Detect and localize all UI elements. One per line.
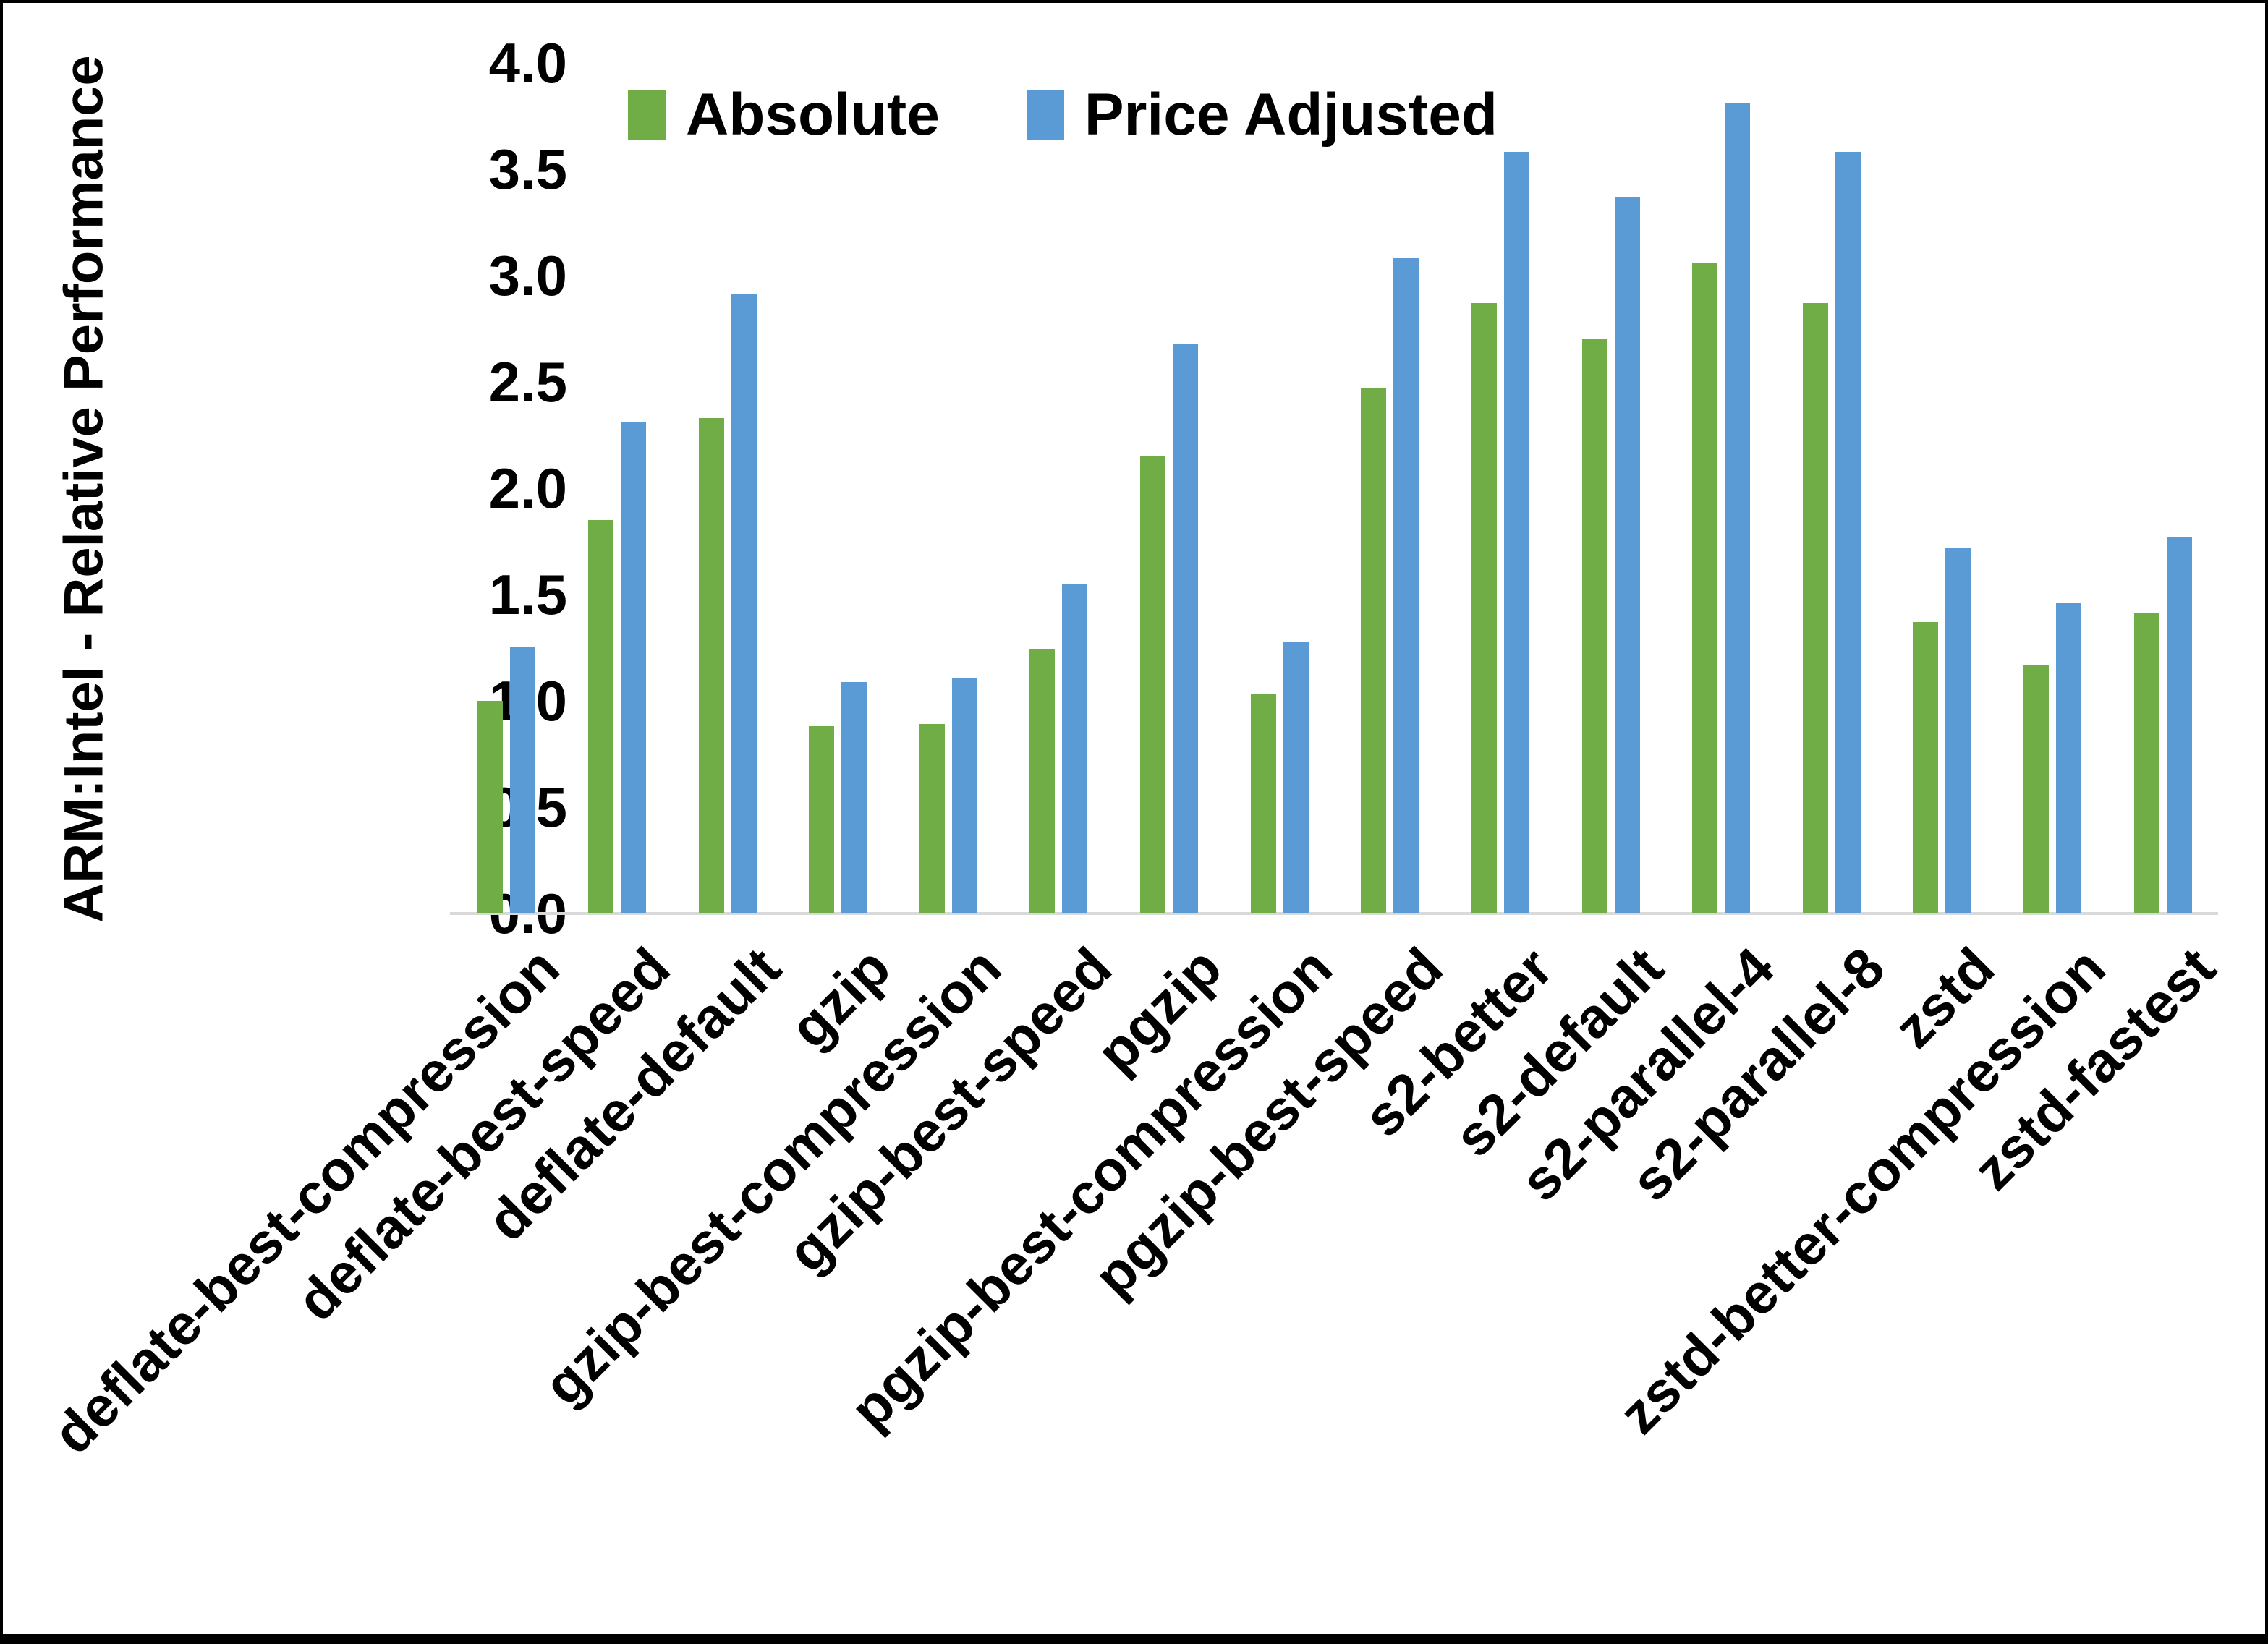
bar-price-adjusted-zstd-fastest: [2166, 537, 2192, 913]
x-axis-line: [450, 912, 2218, 915]
bar-price-adjusted-gzip-best-compression: [951, 678, 977, 913]
bar-price-adjusted-deflate-best-speed: [620, 422, 646, 913]
y-axis-title: ARM:Intel - Relative Performance: [53, 55, 115, 923]
bar-price-adjusted-pgzip-best-speed: [1393, 258, 1419, 913]
y-tick-label: 3.5: [488, 137, 567, 201]
bar-price-adjusted-deflate-best-compression: [510, 647, 536, 913]
y-tick-label: 1.0: [444, 673, 567, 729]
legend-label-absolute: Absolute: [686, 82, 940, 148]
bar-absolute-s2-parallel-4: [1692, 263, 1718, 913]
bar-price-adjusted-s2-parallel-8: [1835, 152, 1861, 913]
y-tick-label: 2.0: [488, 456, 567, 520]
bar-absolute-pgzip-best-speed: [1361, 388, 1387, 913]
bar-absolute-gzip-best-compression: [919, 724, 945, 913]
legend: Absolute Price Adjusted: [509, 81, 1616, 149]
y-tick-label: 4.0: [488, 31, 567, 95]
bar-price-adjusted-gzip-best-speed: [1062, 584, 1088, 913]
bar-absolute-deflate-default: [698, 418, 724, 913]
bar-price-adjusted-deflate-default: [731, 294, 757, 913]
y-tick-label: 2.5: [488, 350, 567, 414]
legend-item-absolute: Absolute: [628, 81, 940, 149]
y-tick-label: 1.5: [488, 563, 567, 626]
legend-swatch-absolute: [628, 90, 666, 140]
bar-absolute-pgzip: [1140, 456, 1166, 913]
bar-absolute-deflate-best-compression: [477, 701, 504, 913]
bar-price-adjusted-s2-better: [1503, 152, 1529, 913]
bar-price-adjusted-zstd: [1945, 548, 1971, 913]
bar-absolute-deflate-best-speed: [587, 520, 613, 913]
bar-absolute-gzip: [809, 726, 835, 913]
bar-absolute-s2-parallel-8: [1802, 303, 1828, 913]
legend-swatch-price-adjusted: [1026, 90, 1064, 140]
bar-absolute-zstd: [1913, 622, 1939, 913]
bar-absolute-pgzip-best-compression: [1250, 694, 1276, 913]
y-tick-label: 0.5: [444, 779, 567, 835]
bar-absolute-s2-better: [1471, 303, 1497, 913]
legend-label-price-adjusted: Price Adjusted: [1084, 82, 1498, 148]
bar-absolute-gzip-best-speed: [1029, 649, 1056, 913]
bar-price-adjusted-zstd-better-compression: [2056, 603, 2082, 913]
legend-item-price-adjusted: Price Adjusted: [1026, 81, 1498, 149]
y-tick-label: 3.0: [488, 244, 567, 307]
bar-price-adjusted-pgzip: [1173, 344, 1199, 913]
bar-absolute-zstd-better-compression: [2023, 665, 2050, 913]
bar-price-adjusted-gzip: [841, 682, 867, 913]
bar-price-adjusted-pgzip-best-compression: [1283, 642, 1309, 913]
bar-price-adjusted-s2-default: [1614, 197, 1640, 913]
bar-absolute-zstd-fastest: [2133, 613, 2159, 913]
bar-absolute-s2-default: [1581, 339, 1607, 913]
bar-price-adjusted-s2-parallel-4: [1725, 103, 1751, 913]
